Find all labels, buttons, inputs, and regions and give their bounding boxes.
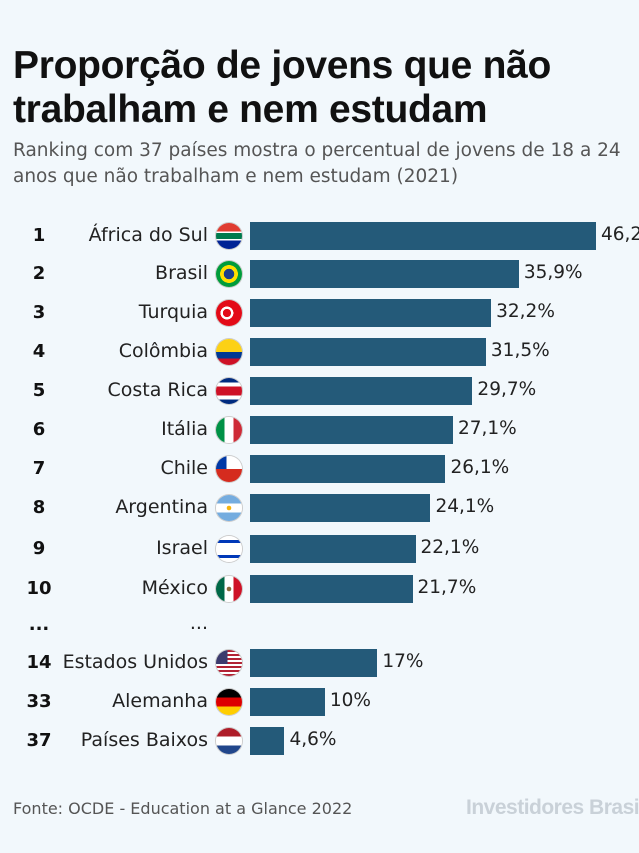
source-note: Fonte: OCDE - Education at a Glance 2022 xyxy=(13,799,353,818)
rank-label: 2 xyxy=(32,263,46,284)
costa-rica-flag-icon xyxy=(216,378,242,404)
rank-label: 10 xyxy=(26,578,52,599)
bar xyxy=(250,535,416,563)
bar xyxy=(250,222,596,250)
rank-label: 6 xyxy=(32,419,46,440)
mexico-flag-icon xyxy=(216,576,242,602)
value-label: 24,1% xyxy=(435,496,495,517)
argentina-flag-icon xyxy=(216,495,242,521)
country-label: África do Sul xyxy=(88,224,208,246)
bar xyxy=(250,416,453,444)
country-label: México xyxy=(141,577,208,599)
rank-label: 9 xyxy=(32,538,46,559)
country-label: Alemanha xyxy=(112,690,208,712)
rank-label: 14 xyxy=(26,652,52,673)
country-label: Estados Unidos xyxy=(62,651,208,673)
bar xyxy=(250,455,446,483)
ellipsis-rank: ... xyxy=(28,614,50,635)
value-label: 27,1% xyxy=(457,418,517,439)
rank-label: 3 xyxy=(32,302,46,323)
germany-flag-icon xyxy=(216,689,242,715)
country-label: Chile xyxy=(160,457,208,479)
usa-flag-icon xyxy=(216,650,242,676)
bar xyxy=(250,649,378,677)
israel-flag-icon xyxy=(216,536,242,562)
colombia-flag-icon xyxy=(216,339,242,365)
bar xyxy=(250,494,431,522)
turkey-flag-icon xyxy=(216,300,242,326)
rank-label: 7 xyxy=(32,458,46,479)
value-label: 31,5% xyxy=(490,340,550,361)
value-label: 10% xyxy=(329,690,372,711)
rank-label: 8 xyxy=(32,497,46,518)
rank-label: 37 xyxy=(26,730,52,751)
italy-flag-icon xyxy=(216,417,242,443)
bar xyxy=(250,260,519,288)
bar xyxy=(250,338,486,366)
south-africa-flag-icon xyxy=(216,223,242,249)
ellipsis-name: ... xyxy=(189,612,208,634)
value-label: 46,2% xyxy=(601,224,639,245)
bar xyxy=(250,299,492,327)
rank-label: 5 xyxy=(32,380,46,401)
subtitle: Ranking com 37 países mostra o percentua… xyxy=(13,140,621,187)
bar xyxy=(250,377,473,405)
country-label: Itália xyxy=(161,418,208,440)
brazil-flag-icon xyxy=(216,261,242,287)
value-label: 26,1% xyxy=(450,457,510,478)
country-label: Colômbia xyxy=(118,340,208,362)
bar xyxy=(250,688,325,716)
country-label: Argentina xyxy=(115,496,208,518)
country-label: Costa Rica xyxy=(107,379,209,401)
page-title: Proporção de jovens que não trabalham e … xyxy=(13,44,552,131)
bar xyxy=(250,575,413,603)
chile-flag-icon xyxy=(216,456,242,482)
value-label: 21,7% xyxy=(417,577,477,598)
rank-label: 1 xyxy=(32,225,46,246)
value-label: 32,2% xyxy=(496,301,555,322)
value-label: 35,9% xyxy=(523,262,583,283)
value-label: 29,7% xyxy=(477,379,537,400)
country-label: Israel xyxy=(156,537,208,559)
value-label: 22,1% xyxy=(420,537,480,558)
value-label: 4,6% xyxy=(289,729,337,750)
value-label: 17% xyxy=(382,651,424,672)
rank-label: 33 xyxy=(26,691,52,712)
country-label: Brasil xyxy=(155,262,208,284)
netherlands-flag-icon xyxy=(216,728,242,754)
country-label: Turquia xyxy=(138,301,208,323)
brand-logo: Investidores Brasil xyxy=(466,796,639,819)
rank-label: 4 xyxy=(32,341,46,362)
bar xyxy=(250,727,285,755)
country-label: Países Baixos xyxy=(80,729,208,751)
